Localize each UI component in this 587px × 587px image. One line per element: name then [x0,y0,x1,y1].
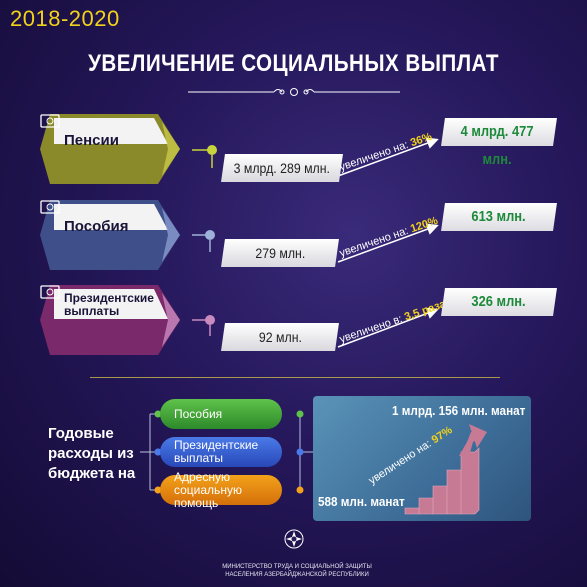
pill-targeted-aid: Адресную социальную помощь [160,470,282,509]
badge-label: Пенсии [64,132,119,149]
old-value-box: 279 млн. [221,239,339,267]
new-value-box: 326 млн. [441,288,557,316]
money-icon [40,285,60,299]
section-divider [90,377,500,378]
pill-benefits: Пособия [160,399,282,429]
ornament-divider-icon [188,88,400,96]
benefits-badge: Пособия [40,200,190,270]
badge-label: Пособия [64,218,129,235]
ministry-emblem-icon [284,529,304,549]
growth-bars-icon [404,424,487,515]
page-title: УВЕЛИЧЕНИЕ СОЦИАЛЬНЫХ ВЫПЛАТ [88,50,499,77]
years-heading: 2018-2020 [10,6,120,31]
pill-presidential: Президентские выплаты [160,437,282,467]
annual-end-value: 1 млрд. 156 млн. манат [392,403,526,418]
new-value-box: 613 млн. [441,203,557,231]
old-value-box: 92 млн. [221,323,339,351]
presidential-badge: Президентские выплаты [40,285,190,355]
annual-spending-label: Годовые расходы из бюджета на [48,425,136,482]
money-icon [40,200,60,214]
pensions-badge: Пенсии [40,114,190,184]
new-value-box: 4 млрд. 477 млн. [441,118,557,168]
money-icon [40,114,60,128]
badge-label: Президентские выплаты [64,291,154,318]
annual-start-value: 588 млн. манат [318,494,405,509]
old-value-box: 3 млрд. 289 млн. [221,154,343,182]
ministry-footer: МИНИСТЕРСТВО ТРУДА И СОЦИАЛЬНОЙ ЗАЩИТЫ Н… [222,564,372,578]
